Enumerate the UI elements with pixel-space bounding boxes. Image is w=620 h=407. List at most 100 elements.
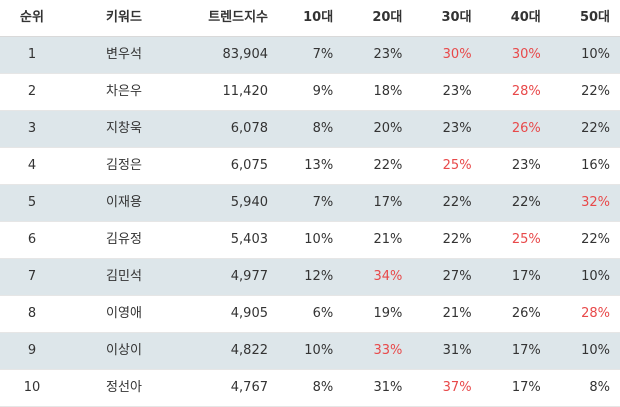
cell-teens-value: 8% [312, 380, 334, 395]
cell-trend-index: 6,078 [184, 111, 274, 148]
cell-teens-value: 13% [304, 158, 334, 173]
cell-fifties: 10% [551, 259, 620, 296]
cell-forties: 17% [482, 259, 551, 296]
table-row: 6 김유정 5,403 10% 21% 22% 25% 22% [0, 222, 620, 259]
table-row: 10 정선아 4,767 8% 31% 37% 17% 8% [0, 370, 620, 407]
table-row: 4 김정은 6,075 13% 22% 25% 23% 16% [0, 148, 620, 185]
cell-twenties-value: 20% [373, 121, 403, 136]
cell-trend-index-value: 4,822 [230, 343, 268, 358]
cell-twenties: 21% [343, 222, 412, 259]
cell-twenties-value: 34% [373, 269, 403, 284]
cell-fifties-value: 22% [581, 121, 610, 136]
table-row: 8 이영애 4,905 6% 19% 21% 26% 28% [0, 296, 620, 333]
cell-teens-value: 8% [312, 121, 334, 136]
table-row: 5 이재용 5,940 7% 17% 22% 22% 32% [0, 184, 620, 222]
cell-thirties: 22% [412, 185, 481, 222]
cell-forties: 30% [482, 37, 551, 74]
cell-fifties-value: 22% [581, 232, 610, 247]
cell-trend-index-value: 4,977 [230, 269, 268, 284]
cell-rank: 6 [27, 232, 37, 247]
cell-fifties: 8% [551, 370, 620, 407]
cell-fifties: 10% [551, 37, 620, 74]
cell-fifties-value: 28% [581, 306, 610, 321]
cell-trend-index-value: 6,075 [230, 158, 268, 173]
cell-trend-index-value: 5,403 [230, 232, 268, 247]
cell-trend-index-value: 4,905 [230, 306, 268, 321]
cell-trend-index: 11,420 [184, 74, 274, 111]
header-fifties-label: 50대 [579, 10, 610, 25]
cell-trend-index: 4,822 [184, 333, 274, 370]
cell-thirties-value: 31% [442, 343, 472, 358]
header-twenties-label: 20대 [372, 10, 403, 25]
cell-twenties: 23% [343, 37, 412, 74]
cell-thirties: 25% [412, 148, 481, 185]
cell-fifties: 22% [551, 74, 620, 111]
cell-forties-value: 17% [511, 343, 541, 358]
cell-teens: 8% [274, 111, 343, 148]
table-row: 7 김민석 4,977 12% 34% 27% 17% 10% [0, 258, 620, 296]
table-row: 9 이상이 4,822 10% 33% 31% 17% 10% [0, 332, 620, 370]
cell-fifties-value: 16% [581, 158, 610, 173]
cell-rank: 9 [27, 343, 37, 358]
cell-thirties: 37% [412, 370, 481, 407]
cell-twenties: 33% [343, 333, 412, 370]
cell-fifties: 16% [551, 148, 620, 185]
cell-rank: 3 [27, 121, 37, 136]
cell-thirties-value: 27% [442, 269, 472, 284]
cell-trend-index-value: 5,940 [230, 195, 268, 210]
table-row: 3 지창욱 6,078 8% 20% 23% 26% 22% [0, 110, 620, 148]
cell-teens: 10% [274, 222, 343, 259]
cell-fifties-value: 10% [581, 343, 610, 358]
cell-keyword: 김유정 [106, 232, 142, 247]
cell-thirties-value: 22% [442, 232, 472, 247]
cell-thirties: 27% [412, 259, 481, 296]
cell-fifties-value: 32% [581, 195, 610, 210]
cell-teens: 8% [274, 370, 343, 407]
cell-twenties: 17% [343, 185, 412, 222]
header-trend-index: 트렌드지수 [184, 0, 274, 37]
cell-rank: 5 [27, 195, 37, 210]
cell-teens: 7% [274, 37, 343, 74]
header-forties-label: 40대 [510, 10, 541, 25]
cell-teens-value: 9% [312, 84, 334, 99]
cell-teens: 6% [274, 296, 343, 333]
cell-teens: 10% [274, 333, 343, 370]
cell-forties: 23% [482, 148, 551, 185]
header-teens: 10대 [274, 0, 344, 37]
cell-twenties: 22% [343, 148, 412, 185]
cell-twenties-value: 31% [373, 380, 403, 395]
cell-thirties: 30% [412, 37, 481, 74]
cell-twenties: 31% [343, 370, 412, 407]
cell-forties: 26% [482, 111, 551, 148]
header-teens-label: 10대 [303, 10, 334, 25]
cell-forties-value: 26% [511, 306, 541, 321]
cell-twenties: 18% [343, 74, 412, 111]
cell-teens: 13% [274, 148, 343, 185]
cell-teens: 12% [274, 259, 343, 296]
cell-trend-index-value: 83,904 [222, 47, 269, 62]
cell-keyword: 변우석 [106, 47, 142, 62]
cell-teens-value: 10% [304, 343, 334, 358]
cell-teens-value: 10% [304, 232, 334, 247]
cell-trend-index: 4,905 [184, 296, 274, 333]
cell-twenties-value: 17% [373, 195, 403, 210]
table-row: 1 변우석 83,904 7% 23% 30% 30% 10% [0, 36, 620, 74]
cell-forties-value: 17% [511, 269, 541, 284]
cell-thirties: 31% [412, 333, 481, 370]
header-trend-index-label: 트렌드지수 [208, 10, 268, 25]
cell-forties: 25% [482, 222, 551, 259]
cell-fifties-value: 10% [581, 47, 610, 62]
cell-twenties: 34% [343, 259, 412, 296]
cell-fifties: 22% [551, 222, 620, 259]
cell-forties-value: 17% [511, 380, 541, 395]
cell-forties: 26% [482, 296, 551, 333]
cell-rank: 2 [27, 84, 37, 99]
cell-fifties-value: 10% [581, 269, 610, 284]
table-body: 1 변우석 83,904 7% 23% 30% 30% 10% 2 차은우 11,420 9% 18% 2… [0, 36, 620, 407]
cell-twenties-value: 19% [373, 306, 403, 321]
cell-trend-index-value: 6,078 [230, 121, 268, 136]
cell-forties: 28% [482, 74, 551, 111]
cell-forties-value: 23% [511, 158, 541, 173]
cell-forties-value: 28% [511, 84, 541, 99]
cell-trend-index-value: 4,767 [230, 380, 268, 395]
